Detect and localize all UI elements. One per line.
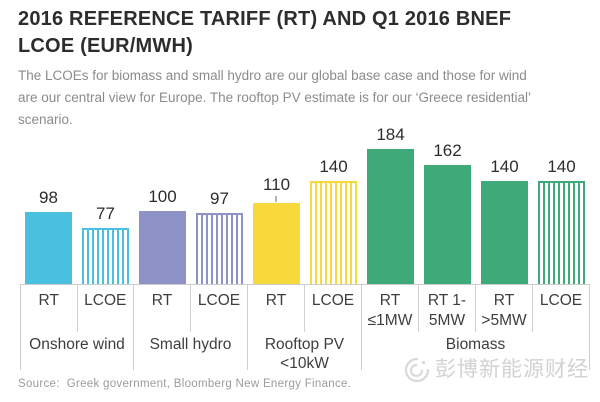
bar-onshore-wind-lcoe bbox=[82, 228, 129, 284]
value-label-rooftop-pv-10kw-rt: 110 bbox=[262, 175, 291, 194]
value-label-rooftop-pv-10kw-lcoe: 140 bbox=[319, 157, 348, 176]
value-label-small-hydro-lcoe: 97 bbox=[210, 189, 229, 208]
value-label-onshore-wind-rt: 98 bbox=[39, 188, 58, 207]
bar-slot-rooftop-pv-10kw-lcoe: 140 bbox=[305, 144, 362, 284]
axis-subrow-rooftop-pv-10kw: RT LCOE bbox=[248, 285, 361, 332]
axis-group-small-hydro: RT LCOE Small hydro bbox=[134, 285, 248, 370]
bar-rooftop-pv-10kw-lcoe bbox=[310, 181, 357, 284]
bar-slot-biomass-rt-5mw: 140 bbox=[476, 144, 533, 284]
watermark-logo-icon bbox=[402, 356, 430, 384]
value-label-biomass-lcoe: 140 bbox=[547, 157, 576, 176]
bar-slot-biomass-lcoe: 140 bbox=[533, 144, 590, 284]
bar-biomass-rt-1mw bbox=[367, 149, 414, 284]
bar-rooftop-pv-10kw-rt bbox=[253, 203, 300, 284]
group-label-onshore-wind: Onshore wind bbox=[29, 336, 125, 353]
axis-subrow-small-hydro: RT LCOE bbox=[134, 285, 247, 332]
axis-group-biomass: RT ≤1MW RT 1- 5MW RT >5MW LCOE Biomass bbox=[362, 285, 590, 370]
bar-small-hydro-lcoe bbox=[196, 213, 243, 284]
value-label-biomass-rt-1mw: 184 bbox=[376, 125, 405, 144]
axis-label-biomass-rt-1-5mw: RT 1- 5MW bbox=[419, 285, 476, 332]
bar-slot-rooftop-pv-10kw-rt: 110 bbox=[248, 144, 305, 284]
value-label-onshore-wind-lcoe: 77 bbox=[96, 204, 115, 223]
bar-slot-onshore-wind-lcoe: 77 bbox=[77, 144, 134, 284]
bar-biomass-lcoe bbox=[538, 181, 585, 284]
axis-label-biomass-rt-1mw: RT ≤1MW bbox=[362, 285, 419, 332]
bar-slot-biomass-rt-1mw: 184 bbox=[362, 125, 419, 284]
axis-group-onshore-wind: RT LCOE Onshore wind bbox=[20, 285, 134, 370]
tick-mark bbox=[275, 196, 277, 202]
bar-slot-biomass-rt-1-5mw: 162 bbox=[419, 141, 476, 284]
bar-slot-small-hydro-lcoe: 97 bbox=[191, 144, 248, 284]
axis-label-onshore-wind-rt: RT bbox=[21, 285, 78, 332]
watermark: 彭博新能源财经 bbox=[402, 355, 589, 385]
value-label-biomass-rt-5mw: 140 bbox=[490, 157, 519, 176]
watermark-text: 彭博新能源财经 bbox=[435, 358, 589, 381]
bar-onshore-wind-rt bbox=[25, 212, 72, 284]
value-label-small-hydro-rt: 100 bbox=[148, 187, 177, 206]
page-subtitle: The LCOEs for biomass and small hydro ar… bbox=[18, 68, 531, 127]
bar-small-hydro-rt bbox=[139, 211, 186, 284]
bar-biomass-rt-1-5mw bbox=[424, 165, 471, 284]
source-note: Source: Greek government, Bloomberg New … bbox=[18, 378, 352, 390]
bar-slot-small-hydro-rt: 100 bbox=[134, 144, 191, 284]
axis-subrow-biomass: RT ≤1MW RT 1- 5MW RT >5MW LCOE bbox=[362, 285, 589, 332]
axis-label-rooftop-pv-10kw-lcoe: LCOE bbox=[311, 292, 355, 309]
group-label-biomass: Biomass bbox=[445, 336, 506, 353]
axis-label-biomass-lcoe: LCOE bbox=[539, 292, 583, 309]
bar-slot-onshore-wind-rt: 98 bbox=[20, 144, 77, 284]
axis-label-onshore-wind-lcoe: LCOE bbox=[84, 292, 127, 309]
group-label-rooftop-pv-10kw: Rooftop PV <10kW bbox=[264, 336, 345, 372]
value-label-biomass-rt-1-5mw: 162 bbox=[433, 141, 462, 160]
page-title: 2016 REFERENCE TARIFF (RT) AND Q1 2016 B… bbox=[18, 8, 512, 57]
axis-label-small-hydro-lcoe: LCOE bbox=[197, 292, 241, 309]
axis-label-small-hydro-rt: RT bbox=[134, 285, 191, 332]
chart-bars-area: 98 77 100 97 110 140 184 162 140 140 bbox=[20, 125, 590, 284]
chart-axis-labels: RT LCOE Onshore wind RT LCOE Small hydro RT LCO… bbox=[20, 284, 590, 372]
axis-label-rooftop-pv-10kw-rt: RT bbox=[248, 285, 305, 332]
axis-label-biomass-rt-5mw: RT >5MW bbox=[476, 285, 533, 332]
axis-subrow-onshore-wind: RT LCOE bbox=[21, 285, 133, 332]
axis-group-rooftop-pv-10kw: RT LCOE Rooftop PV <10kW bbox=[248, 285, 362, 372]
bar-biomass-rt-5mw bbox=[481, 181, 528, 284]
group-label-small-hydro: Small hydro bbox=[149, 336, 232, 353]
